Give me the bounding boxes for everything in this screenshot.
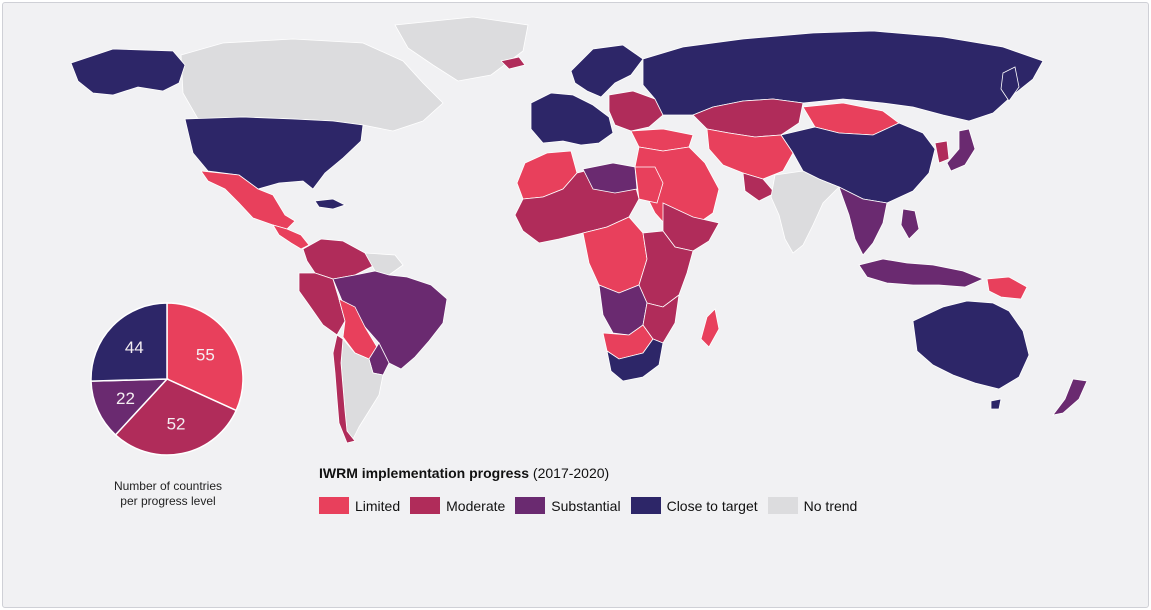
map-region-indonesia xyxy=(858,258,985,288)
legend-label-limited: Limited xyxy=(355,497,401,514)
map-region-canada xyxy=(180,38,444,132)
map-region-central-america xyxy=(272,224,310,250)
legend-swatch-moderate xyxy=(410,497,441,514)
legend-title-range: (2017-2020) xyxy=(532,465,610,481)
legend-label-moderate: Moderate xyxy=(446,497,506,514)
map-region-peru xyxy=(298,272,346,336)
pie-label-moderate: 52 xyxy=(167,415,186,434)
map-region-chile xyxy=(332,334,356,444)
map-region-egypt xyxy=(634,166,664,204)
legend-item-limited: Limited xyxy=(319,497,400,514)
map-region-kamchatka xyxy=(1000,66,1020,102)
pie-slice-moderate xyxy=(114,378,238,456)
legend-item-close-to-target: Close to target xyxy=(630,497,758,514)
pie-chart: 55 52 22 44 xyxy=(89,301,245,457)
map-region-madagascar xyxy=(700,308,720,348)
legend-swatch-substantial xyxy=(515,497,546,514)
map-region-central-asia xyxy=(706,128,794,180)
map-region-papua-new-guinea xyxy=(986,276,1028,300)
map-region-pakistan xyxy=(742,172,776,202)
pie-slice-close-to-target xyxy=(90,302,168,382)
pie-caption-line-2: per progress level xyxy=(120,494,216,508)
pie-caption: Number of countries per progress level xyxy=(83,479,253,509)
map-region-caribbean xyxy=(314,198,347,210)
map-region-libya xyxy=(582,162,638,194)
map-region-south-africa xyxy=(606,338,664,382)
map-region-alaska xyxy=(70,48,186,96)
legend-swatch-no-trend xyxy=(767,497,798,514)
map-region-new-zealand xyxy=(1052,378,1088,416)
map-region-tasmania xyxy=(990,398,1002,410)
map-region-mozambique xyxy=(642,294,680,344)
pie-label-substantial: 22 xyxy=(116,389,135,408)
map-region-japan xyxy=(946,128,976,172)
map-region-greenland xyxy=(394,16,529,82)
legend-item-moderate: Moderate xyxy=(410,497,505,514)
legend-item-no-trend: No trend xyxy=(767,497,858,514)
map-region-guianas xyxy=(364,252,404,276)
pie-slice-substantial xyxy=(90,378,169,436)
legend: Limited Moderate Substantial Close to ta… xyxy=(319,497,867,514)
map-region-southeast-asia xyxy=(838,186,888,256)
legend-title: IWRM implementation progress (2017-2020) xyxy=(319,465,609,481)
pie-caption-line-1: Number of countries xyxy=(113,479,223,493)
map-region-philippines xyxy=(900,208,920,240)
pie-label-limited: 55 xyxy=(196,345,215,364)
legend-title-bold: IWRM implementation progress xyxy=(319,465,530,481)
map-region-iceland xyxy=(500,56,526,70)
legend-item-substantial: Substantial xyxy=(515,497,621,514)
pie-label-close-to-target: 44 xyxy=(125,338,144,357)
legend-label-no-trend: No trend xyxy=(803,497,858,514)
map-region-western-europe xyxy=(530,92,614,146)
world-map xyxy=(70,16,1088,444)
pie-slice-limited xyxy=(166,302,244,412)
map-region-australia xyxy=(912,300,1030,390)
map-region-eastern-europe xyxy=(608,90,664,132)
map-region-india xyxy=(770,170,840,254)
map-region-colombia-venezuela xyxy=(302,238,376,280)
legend-swatch-close-to-target xyxy=(630,497,661,514)
legend-label-close-to-target: Close to target xyxy=(666,497,758,514)
legend-swatch-limited xyxy=(319,497,349,514)
pie-svg: 55 52 22 44 xyxy=(90,302,244,456)
map-region-scandinavia xyxy=(570,44,644,98)
map-region-korea xyxy=(934,140,950,164)
legend-label-substantial: Substantial xyxy=(551,497,621,514)
